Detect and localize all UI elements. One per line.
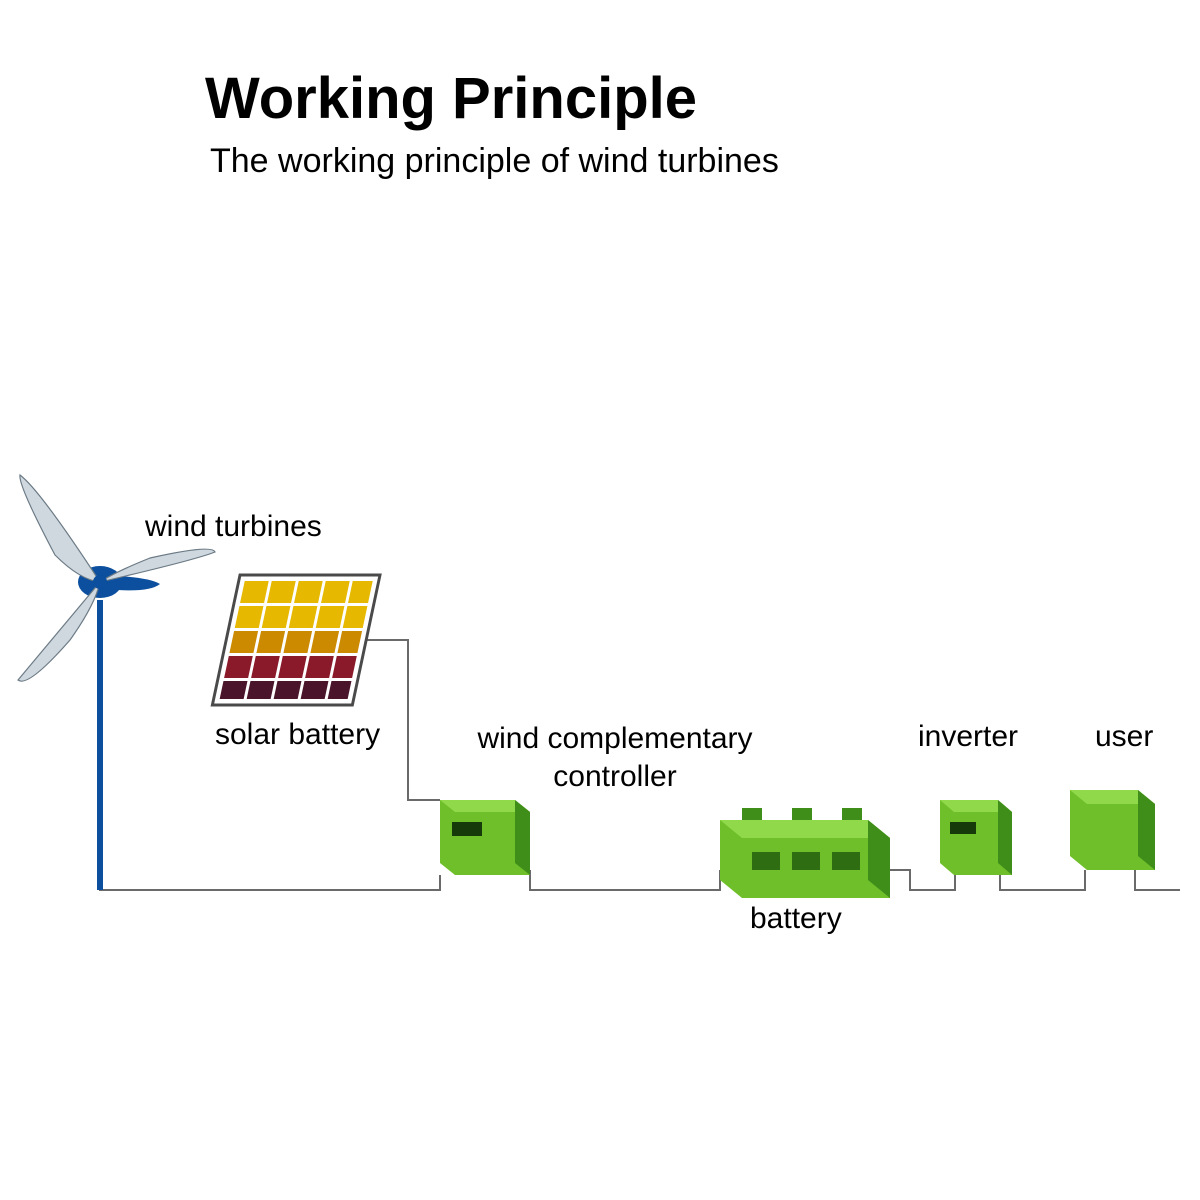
battery-icon — [720, 808, 890, 898]
user-icon — [1070, 790, 1155, 870]
diagram-svg — [0, 0, 1200, 1200]
controller-icon — [440, 800, 530, 875]
solar-panel-icon — [212, 575, 380, 705]
wind-turbine-icon — [18, 475, 215, 890]
inverter-icon — [940, 800, 1012, 875]
